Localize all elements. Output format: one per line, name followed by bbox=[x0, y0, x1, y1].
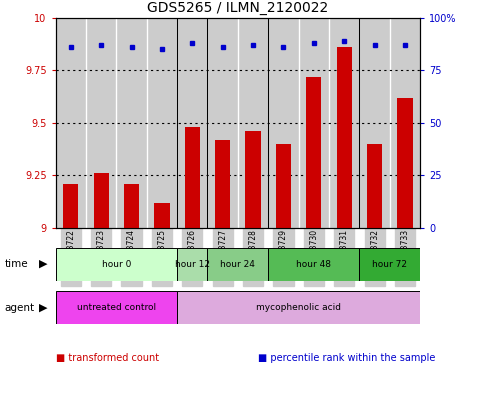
Bar bbox=[56, 291, 177, 324]
Title: GDS5265 / ILMN_2120022: GDS5265 / ILMN_2120022 bbox=[147, 1, 328, 15]
Bar bbox=[215, 140, 230, 228]
Text: hour 48: hour 48 bbox=[297, 260, 331, 269]
Text: untreated control: untreated control bbox=[77, 303, 156, 312]
Bar bbox=[276, 144, 291, 228]
Text: mycophenolic acid: mycophenolic acid bbox=[256, 303, 341, 312]
Text: ▶: ▶ bbox=[39, 259, 48, 269]
Bar bbox=[154, 203, 170, 228]
Bar bbox=[56, 18, 86, 228]
Bar bbox=[177, 18, 208, 228]
Bar bbox=[177, 291, 420, 324]
Text: ■ percentile rank within the sample: ■ percentile rank within the sample bbox=[258, 353, 436, 363]
Text: hour 72: hour 72 bbox=[372, 260, 407, 269]
Bar bbox=[298, 18, 329, 228]
Bar bbox=[63, 184, 78, 228]
Text: hour 0: hour 0 bbox=[101, 260, 131, 269]
Bar bbox=[245, 131, 261, 228]
Bar bbox=[268, 18, 298, 228]
Text: agent: agent bbox=[5, 303, 35, 313]
Bar bbox=[94, 173, 109, 228]
Bar bbox=[147, 18, 177, 228]
Bar bbox=[208, 18, 238, 228]
Bar bbox=[329, 18, 359, 228]
Text: time: time bbox=[5, 259, 28, 269]
Bar bbox=[337, 47, 352, 228]
Bar bbox=[398, 97, 412, 228]
Bar bbox=[238, 18, 268, 228]
Text: hour 12: hour 12 bbox=[175, 260, 210, 269]
Bar bbox=[185, 127, 200, 228]
Text: ▶: ▶ bbox=[39, 303, 48, 313]
Bar bbox=[390, 18, 420, 228]
Bar bbox=[124, 184, 139, 228]
Bar bbox=[359, 18, 390, 228]
Bar bbox=[306, 77, 322, 228]
Bar bbox=[268, 248, 359, 281]
Bar bbox=[367, 144, 382, 228]
Text: ■ transformed count: ■ transformed count bbox=[56, 353, 159, 363]
Bar bbox=[116, 18, 147, 228]
Bar bbox=[208, 248, 268, 281]
Bar bbox=[359, 248, 420, 281]
Bar bbox=[56, 248, 177, 281]
Bar bbox=[177, 248, 208, 281]
Bar bbox=[86, 18, 116, 228]
Text: hour 24: hour 24 bbox=[220, 260, 256, 269]
